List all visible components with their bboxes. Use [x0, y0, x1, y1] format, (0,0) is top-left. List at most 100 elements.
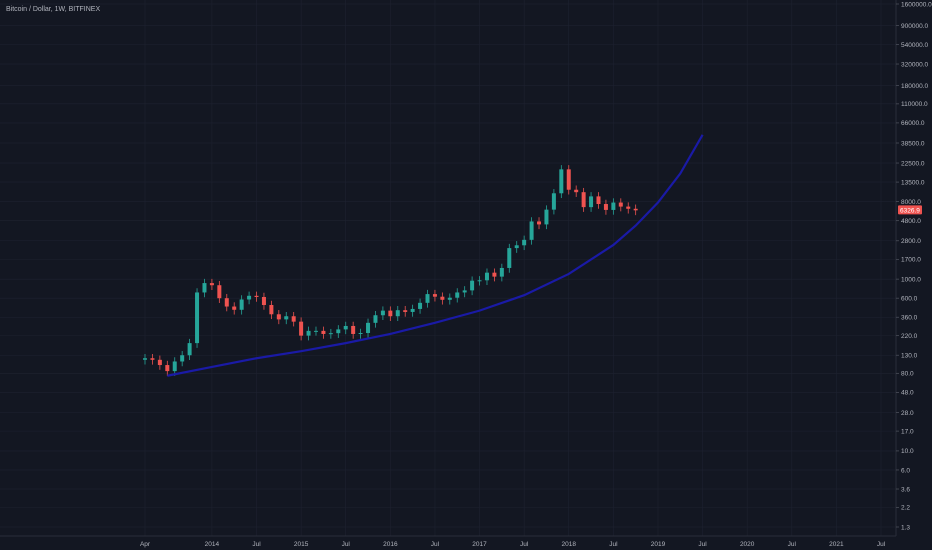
candle-body: [589, 196, 594, 208]
y-tick-label: 8000.0: [901, 199, 921, 206]
candle-body: [313, 330, 318, 332]
candle-body: [373, 315, 378, 323]
y-tick-label: 110000.0: [901, 101, 928, 108]
candle-body: [499, 267, 504, 277]
candle-body: [447, 297, 452, 300]
x-tick-label: 2014: [205, 541, 220, 548]
y-tick-label: 320000.0: [901, 61, 928, 68]
candle-body: [380, 310, 385, 316]
y-tick-label: 28.0: [901, 410, 914, 417]
x-tick-label: Jul: [520, 541, 529, 548]
candle-body: [507, 248, 512, 268]
last-price-label: 6326.9: [900, 208, 920, 215]
candle-body: [544, 209, 549, 225]
x-axis-ticks: Apr 2014 Jul 2015 Jul 2016 Jul 2017 Jul 2018 Jul 20…: [140, 541, 886, 548]
trendline: [167, 134, 704, 377]
y-tick-label: 600.0: [901, 296, 918, 303]
candle-body: [603, 204, 608, 210]
candle-body: [470, 280, 475, 291]
x-tick-label: Jul: [788, 541, 797, 548]
candle-body: [618, 202, 623, 207]
candle-body: [633, 208, 638, 211]
y-tick-label: 17.0: [901, 428, 914, 435]
y-tick-label: 1.3: [901, 524, 910, 531]
y-tick-label: 2800.0: [901, 238, 921, 245]
candle-body: [224, 298, 229, 307]
y-tick-label: 900000.0: [901, 23, 928, 30]
y-tick-label: 48.0: [901, 390, 914, 397]
chart-title: Bitcoin / Dollar, 1W, BITFINEX: [6, 6, 100, 13]
x-tick-label: 2015: [294, 541, 309, 548]
candles: [143, 165, 638, 376]
y-tick-label: 4800.0: [901, 218, 921, 225]
candle-body: [336, 329, 341, 334]
y-tick-label: 180000.0: [901, 83, 928, 90]
candle-body: [611, 202, 616, 210]
candle-body: [440, 296, 445, 300]
candle-body: [239, 299, 244, 310]
candle-body: [343, 325, 348, 330]
x-tick-label: 2016: [383, 541, 398, 548]
candle-body: [254, 295, 259, 297]
candle-body: [418, 302, 423, 309]
candle-body: [581, 192, 586, 208]
candle-body: [529, 221, 534, 240]
candle-body: [299, 321, 304, 336]
candle-body: [366, 322, 371, 334]
candle-body: [462, 290, 467, 293]
y-tick-label: 22500.0: [901, 160, 925, 167]
candle-body: [388, 310, 393, 317]
x-tick-label: 2019: [651, 541, 666, 548]
candle-body: [165, 365, 170, 372]
candle-body: [403, 310, 408, 312]
candle-body: [321, 330, 326, 334]
y-tick-label: 10.0: [901, 448, 914, 455]
candle-body: [209, 283, 214, 286]
last-price-tag-background: [898, 205, 922, 215]
x-tick-label: Jul: [431, 541, 440, 548]
candle-body: [537, 221, 542, 225]
candle-body: [232, 306, 237, 310]
x-tick-label: Jul: [252, 541, 261, 548]
candle-body: [284, 316, 289, 320]
candle-body: [180, 355, 185, 362]
candle-body: [596, 196, 601, 205]
candle-body: [217, 285, 222, 299]
candle-body: [291, 316, 296, 322]
x-tick-label: 2020: [740, 541, 755, 548]
y-tick-label: 13500.0: [901, 179, 925, 186]
y-tick-label: 1700.0: [901, 257, 921, 264]
x-tick-label: 2021: [829, 541, 844, 548]
y-tick-label: 360.0: [901, 315, 918, 322]
x-tick-label: 2017: [472, 541, 487, 548]
x-tick-label: Jul: [877, 541, 886, 548]
y-tick-label: 220.0: [901, 333, 918, 340]
candle-body: [157, 359, 162, 366]
y-tick-label: 6.0: [901, 467, 910, 474]
y-tick-label: 3.6: [901, 486, 910, 493]
x-tick-label: Jul: [698, 541, 707, 548]
candle-body: [484, 272, 489, 281]
y-tick-label: 80.0: [901, 371, 914, 378]
candle-body: [172, 361, 177, 372]
y-axis-ticks: 1.3 2.2 3.6 6.0 10.0 17.0 28.0 48.0 80.0 130.0 220…: [896, 1, 932, 531]
y-tick-label: 1000.0: [901, 276, 921, 283]
candle-body: [522, 239, 527, 246]
candle-body: [551, 193, 556, 210]
x-tick-label: 2018: [562, 541, 577, 548]
y-tick-label: 1600000.0: [901, 1, 932, 8]
candle-body: [276, 314, 281, 320]
candle-body: [455, 292, 460, 298]
candle-body: [432, 294, 437, 297]
candle-body: [187, 343, 192, 356]
y-tick-label: 540000.0: [901, 42, 928, 49]
candle-body: [247, 295, 252, 300]
candle-body: [410, 308, 415, 312]
y-tick-label: 38500.0: [901, 140, 925, 147]
y-tick-label: 66000.0: [901, 120, 925, 127]
candle-body: [261, 296, 266, 306]
candle-body: [269, 305, 274, 315]
candle-body: [150, 358, 155, 360]
candle-body: [566, 169, 571, 190]
